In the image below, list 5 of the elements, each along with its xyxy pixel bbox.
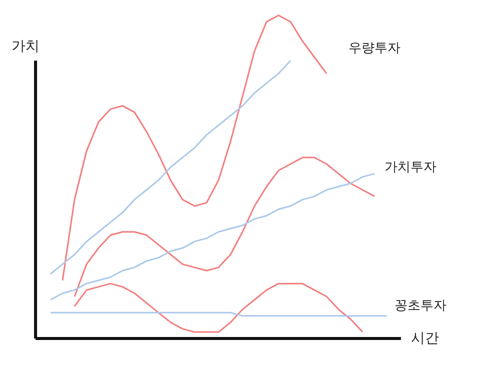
y-axis-title: 가치 <box>12 38 40 55</box>
x-axis-title: 시간 <box>410 330 439 347</box>
series-label: 가치투자 <box>384 160 437 176</box>
text: 우량투자 <box>348 41 401 56</box>
series-label: 꽁초투자 <box>394 298 447 314</box>
